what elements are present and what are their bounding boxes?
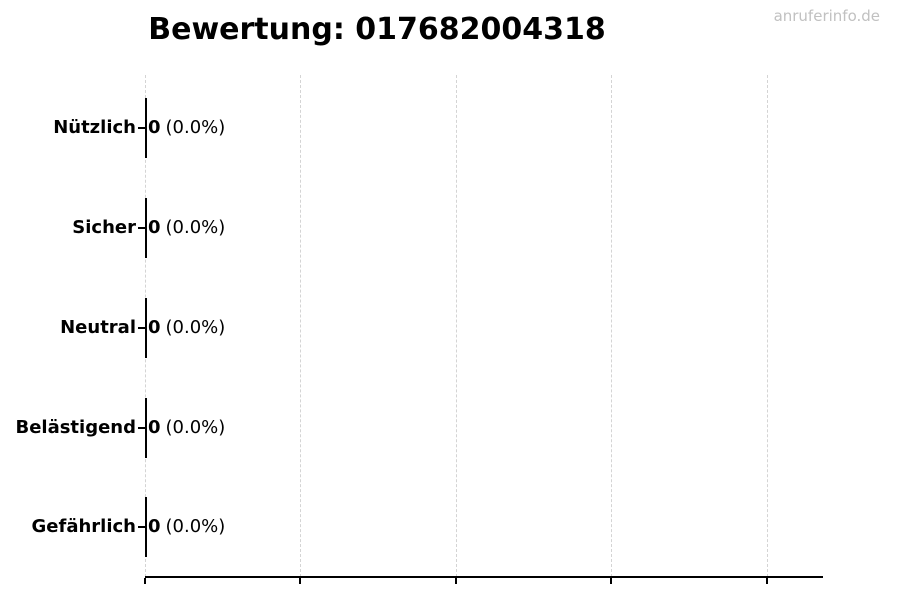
category-label: Neutral [60,316,136,338]
x-axis-tick [766,578,768,584]
gridline [300,75,301,577]
category-label: Sicher [72,216,136,238]
y-axis-tick [138,427,145,429]
value-label: 0 (0.0%) [148,217,225,238]
gridline [611,75,612,577]
y-axis-tick [138,526,145,528]
value-label: 0 (0.0%) [148,117,225,138]
value-percent: (0.0%) [165,416,226,438]
value-count: 0 [148,316,161,338]
value-percent: (0.0%) [165,116,226,138]
value-label: 0 (0.0%) [148,417,225,438]
zero-value-bar [145,398,147,458]
value-label: 0 (0.0%) [148,317,225,338]
category-label: Gefährlich [31,515,136,537]
x-axis-tick [144,578,146,584]
zero-value-bar [145,298,147,358]
y-axis-tick [138,227,145,229]
value-count: 0 [148,416,161,438]
category-label: Nützlich [53,116,136,138]
gridline [767,75,768,577]
value-percent: (0.0%) [165,316,226,338]
value-count: 0 [148,116,161,138]
value-count: 0 [148,216,161,238]
value-percent: (0.0%) [165,216,226,238]
zero-value-bar [145,98,147,158]
chart-title: Bewertung: 017682004318 [148,12,606,47]
y-axis-tick [138,327,145,329]
zero-value-bar [145,497,147,557]
x-axis-tick [455,578,457,584]
category-label: Belästigend [15,416,136,438]
value-percent: (0.0%) [165,515,226,537]
watermark-text: anruferinfo.de [773,7,880,25]
x-axis-tick [299,578,301,584]
x-axis-tick [610,578,612,584]
value-count: 0 [148,515,161,537]
zero-value-bar [145,198,147,258]
value-label: 0 (0.0%) [148,516,225,537]
x-axis-line [145,576,823,578]
y-axis-tick [138,127,145,129]
gridline [456,75,457,577]
